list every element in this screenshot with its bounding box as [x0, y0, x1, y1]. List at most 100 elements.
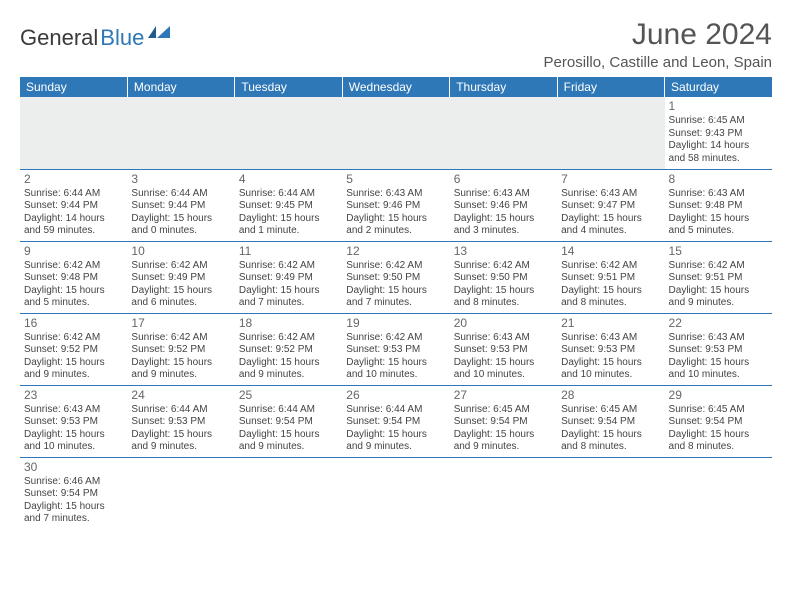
- sunset-text: Sunset: 9:52 PM: [239, 344, 338, 357]
- day-number: 6: [454, 172, 553, 187]
- sunrise-text: Sunrise: 6:46 AM: [24, 476, 123, 489]
- sunset-text: Sunset: 9:54 PM: [669, 416, 768, 429]
- daylight-text: Daylight: 15 hours and 10 minutes.: [346, 357, 445, 382]
- daylight-text: Daylight: 15 hours and 9 minutes.: [346, 429, 445, 454]
- day-number: 26: [346, 388, 445, 403]
- daylight-text: Daylight: 15 hours and 5 minutes.: [669, 213, 768, 238]
- calendar-cell: 20Sunrise: 6:43 AMSunset: 9:53 PMDayligh…: [450, 313, 557, 385]
- sunset-text: Sunset: 9:54 PM: [561, 416, 660, 429]
- daylight-text: Daylight: 15 hours and 2 minutes.: [346, 213, 445, 238]
- sunrise-text: Sunrise: 6:45 AM: [669, 115, 768, 128]
- sunset-text: Sunset: 9:49 PM: [131, 272, 230, 285]
- calendar-cell: 13Sunrise: 6:42 AMSunset: 9:50 PMDayligh…: [450, 241, 557, 313]
- sunset-text: Sunset: 9:50 PM: [454, 272, 553, 285]
- calendar-cell: 7Sunrise: 6:43 AMSunset: 9:47 PMDaylight…: [557, 169, 664, 241]
- calendar-cell: 21Sunrise: 6:43 AMSunset: 9:53 PMDayligh…: [557, 313, 664, 385]
- sunset-text: Sunset: 9:51 PM: [561, 272, 660, 285]
- calendar-cell: [235, 97, 342, 169]
- weekday-header: Thursday: [450, 77, 557, 97]
- weekday-header: Sunday: [20, 77, 127, 97]
- day-number: 13: [454, 244, 553, 259]
- daylight-text: Daylight: 15 hours and 1 minute.: [239, 213, 338, 238]
- calendar-cell: 8Sunrise: 6:43 AMSunset: 9:48 PMDaylight…: [665, 169, 772, 241]
- sunrise-text: Sunrise: 6:42 AM: [131, 260, 230, 273]
- day-number: 9: [24, 244, 123, 259]
- day-number: 7: [561, 172, 660, 187]
- calendar-cell: 1Sunrise: 6:45 AMSunset: 9:43 PMDaylight…: [665, 97, 772, 169]
- daylight-text: Daylight: 15 hours and 7 minutes.: [239, 285, 338, 310]
- calendar-cell: 16Sunrise: 6:42 AMSunset: 9:52 PMDayligh…: [20, 313, 127, 385]
- calendar-cell: [557, 97, 664, 169]
- day-number: 10: [131, 244, 230, 259]
- month-title: June 2024: [544, 18, 772, 52]
- calendar-cell: 2Sunrise: 6:44 AMSunset: 9:44 PMDaylight…: [20, 169, 127, 241]
- sunrise-text: Sunrise: 6:43 AM: [561, 188, 660, 201]
- sunset-text: Sunset: 9:44 PM: [24, 200, 123, 213]
- logo-text-2: Blue: [100, 25, 144, 51]
- calendar-cell: 29Sunrise: 6:45 AMSunset: 9:54 PMDayligh…: [665, 385, 772, 457]
- sunset-text: Sunset: 9:43 PM: [669, 128, 768, 141]
- sunrise-text: Sunrise: 6:44 AM: [24, 188, 123, 201]
- calendar-cell: [342, 97, 449, 169]
- sunrise-text: Sunrise: 6:43 AM: [346, 188, 445, 201]
- sunrise-text: Sunrise: 6:42 AM: [346, 260, 445, 273]
- calendar-cell: 10Sunrise: 6:42 AMSunset: 9:49 PMDayligh…: [127, 241, 234, 313]
- sunset-text: Sunset: 9:44 PM: [131, 200, 230, 213]
- calendar-cell: [665, 457, 772, 529]
- sunset-text: Sunset: 9:47 PM: [561, 200, 660, 213]
- sunset-text: Sunset: 9:52 PM: [24, 344, 123, 357]
- logo-flag-icon: [148, 24, 174, 42]
- sunset-text: Sunset: 9:50 PM: [346, 272, 445, 285]
- location: Perosillo, Castille and Leon, Spain: [544, 54, 772, 71]
- sunset-text: Sunset: 9:48 PM: [669, 200, 768, 213]
- day-number: 17: [131, 316, 230, 331]
- daylight-text: Daylight: 15 hours and 9 minutes.: [131, 429, 230, 454]
- day-number: 20: [454, 316, 553, 331]
- calendar-cell: 24Sunrise: 6:44 AMSunset: 9:53 PMDayligh…: [127, 385, 234, 457]
- calendar-cell: 19Sunrise: 6:42 AMSunset: 9:53 PMDayligh…: [342, 313, 449, 385]
- daylight-text: Daylight: 15 hours and 10 minutes.: [561, 357, 660, 382]
- calendar-cell: 12Sunrise: 6:42 AMSunset: 9:50 PMDayligh…: [342, 241, 449, 313]
- sunrise-text: Sunrise: 6:42 AM: [24, 332, 123, 345]
- calendar-cell: 30Sunrise: 6:46 AMSunset: 9:54 PMDayligh…: [20, 457, 127, 529]
- sunrise-text: Sunrise: 6:44 AM: [346, 404, 445, 417]
- daylight-text: Daylight: 15 hours and 10 minutes.: [454, 357, 553, 382]
- weekday-header: Saturday: [665, 77, 772, 97]
- day-number: 11: [239, 244, 338, 259]
- sunset-text: Sunset: 9:53 PM: [561, 344, 660, 357]
- day-number: 12: [346, 244, 445, 259]
- calendar-body: 1Sunrise: 6:45 AMSunset: 9:43 PMDaylight…: [20, 97, 772, 529]
- calendar-cell: 15Sunrise: 6:42 AMSunset: 9:51 PMDayligh…: [665, 241, 772, 313]
- calendar-cell: [342, 457, 449, 529]
- calendar-cell: 17Sunrise: 6:42 AMSunset: 9:52 PMDayligh…: [127, 313, 234, 385]
- calendar-cell: [127, 97, 234, 169]
- calendar-cell: [450, 97, 557, 169]
- sunset-text: Sunset: 9:53 PM: [24, 416, 123, 429]
- calendar-cell: [235, 457, 342, 529]
- logo-text-1: General: [20, 25, 98, 51]
- daylight-text: Daylight: 15 hours and 9 minutes.: [24, 357, 123, 382]
- day-number: 22: [669, 316, 768, 331]
- daylight-text: Daylight: 15 hours and 8 minutes.: [454, 285, 553, 310]
- daylight-text: Daylight: 15 hours and 3 minutes.: [454, 213, 553, 238]
- sunrise-text: Sunrise: 6:43 AM: [669, 332, 768, 345]
- sunrise-text: Sunrise: 6:43 AM: [561, 332, 660, 345]
- calendar-cell: 18Sunrise: 6:42 AMSunset: 9:52 PMDayligh…: [235, 313, 342, 385]
- logo: GeneralBlue: [20, 18, 174, 52]
- sunset-text: Sunset: 9:46 PM: [454, 200, 553, 213]
- sunrise-text: Sunrise: 6:43 AM: [669, 188, 768, 201]
- sunrise-text: Sunrise: 6:42 AM: [131, 332, 230, 345]
- sunrise-text: Sunrise: 6:42 AM: [239, 260, 338, 273]
- calendar-cell: 26Sunrise: 6:44 AMSunset: 9:54 PMDayligh…: [342, 385, 449, 457]
- sunrise-text: Sunrise: 6:44 AM: [239, 188, 338, 201]
- day-number: 18: [239, 316, 338, 331]
- sunset-text: Sunset: 9:51 PM: [669, 272, 768, 285]
- day-number: 30: [24, 460, 123, 475]
- weekday-header: Tuesday: [235, 77, 342, 97]
- calendar-cell: 22Sunrise: 6:43 AMSunset: 9:53 PMDayligh…: [665, 313, 772, 385]
- daylight-text: Daylight: 15 hours and 10 minutes.: [669, 357, 768, 382]
- calendar-cell: 5Sunrise: 6:43 AMSunset: 9:46 PMDaylight…: [342, 169, 449, 241]
- day-number: 25: [239, 388, 338, 403]
- daylight-text: Daylight: 15 hours and 8 minutes.: [669, 429, 768, 454]
- weekday-header: Wednesday: [342, 77, 449, 97]
